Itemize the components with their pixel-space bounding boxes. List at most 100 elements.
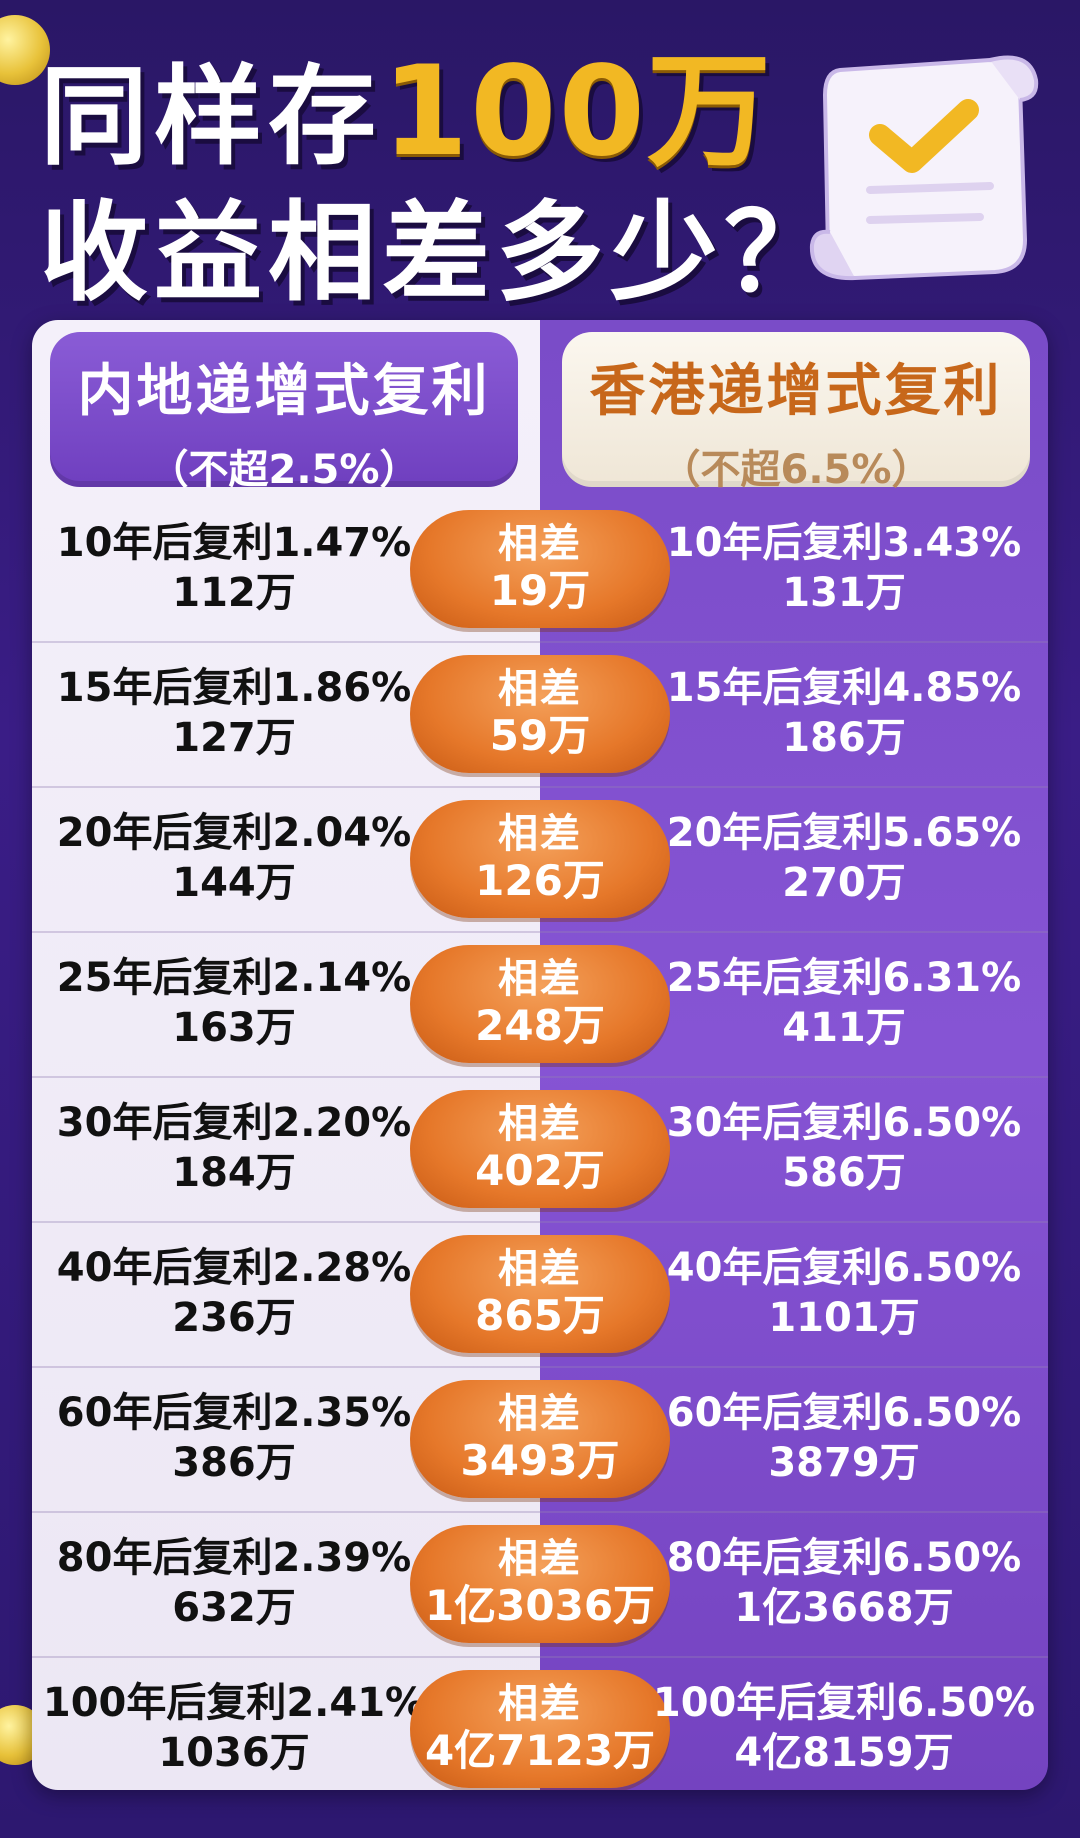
right-heading: 香港递增式复利	[589, 359, 1003, 424]
right-subheading: （不超6.5%）	[660, 447, 932, 493]
diff-label: 相差	[498, 1536, 582, 1582]
diff-badge: 相差 865万	[410, 1235, 670, 1353]
diff-value: 865万	[475, 1290, 605, 1340]
right-amount: 1亿3668万	[734, 1585, 954, 1631]
left-cell: 80年后复利2.39% 632万	[34, 1533, 434, 1633]
right-amount: 3879万	[768, 1440, 920, 1486]
right-cell: 100年后复利6.50% 4亿8159万	[644, 1678, 1044, 1778]
left-rate: 10年后复利1.47%	[56, 520, 412, 566]
left-cell: 100年后复利2.41% 1036万	[34, 1678, 434, 1778]
diff-badge: 相差 402万	[410, 1090, 670, 1208]
left-cell: 20年后复利2.04% 144万	[34, 808, 434, 908]
right-cell: 60年后复利6.50% 3879万	[644, 1388, 1044, 1488]
title-line-2: 收益相差多少？	[40, 191, 839, 316]
diff-value: 59万	[489, 710, 591, 760]
right-cell: 25年后复利6.31% 411万	[644, 953, 1044, 1053]
left-rate: 30年后复利2.20%	[56, 1100, 412, 1146]
left-cell: 40年后复利2.28% 236万	[34, 1243, 434, 1343]
table-row: 20年后复利2.04% 144万 相差 126万 20年后复利5.65% 270万	[32, 788, 1048, 933]
left-rate: 60年后复利2.35%	[56, 1390, 412, 1436]
title-line-1: 同样存100万	[40, 50, 838, 174]
right-amount: 4亿8159万	[734, 1730, 954, 1776]
diff-label: 相差	[498, 956, 582, 1002]
diff-badge: 相差 1亿3036万	[410, 1525, 670, 1643]
right-rate: 25年后复利6.31%	[666, 955, 1022, 1001]
right-cell: 40年后复利6.50% 1101万	[644, 1243, 1044, 1343]
diff-label: 相差	[498, 811, 582, 857]
document-check-icon	[809, 55, 1039, 281]
diff-label: 相差	[498, 1246, 582, 1292]
diff-label: 相差	[498, 1391, 582, 1437]
table-row: 40年后复利2.28% 236万 相差 865万 40年后复利6.50% 1101万	[32, 1223, 1048, 1368]
diff-value: 402万	[475, 1145, 605, 1195]
right-rate: 10年后复利3.43%	[666, 520, 1022, 566]
right-rate: 100年后复利6.50%	[652, 1680, 1036, 1726]
diff-value: 126万	[475, 855, 605, 905]
diff-value: 1亿3036万	[424, 1580, 656, 1630]
left-amount: 236万	[172, 1295, 296, 1341]
diff-badge: 相差 59万	[410, 655, 670, 773]
left-rate: 15年后复利1.86%	[56, 665, 412, 711]
diff-label: 相差	[498, 1681, 582, 1727]
table-row: 25年后复利2.14% 163万 相差 248万 25年后复利6.31% 411万	[32, 933, 1048, 1078]
left-amount: 184万	[172, 1150, 296, 1196]
left-amount: 163万	[172, 1005, 296, 1051]
table-row: 100年后复利2.41% 1036万 相差 4亿7123万 100年后复利6.50% 4亿…	[32, 1658, 1048, 1790]
left-cell: 10年后复利1.47% 112万	[34, 518, 434, 618]
comparison-table: 内地递增式复利 （不超2.5%） 香港递增式复利 （不超6.5%） 10年后复利…	[32, 320, 1048, 1790]
left-heading: 内地递增式复利	[77, 359, 491, 424]
left-rate: 40年后复利2.28%	[56, 1245, 412, 1291]
table-row: 80年后复利2.39% 632万 相差 1亿3036万 80年后复利6.50% 1亿366…	[32, 1513, 1048, 1658]
diff-value: 248万	[475, 1000, 605, 1050]
left-rate: 80年后复利2.39%	[56, 1535, 412, 1581]
right-cell: 80年后复利6.50% 1亿3668万	[644, 1533, 1044, 1633]
left-amount: 386万	[172, 1440, 296, 1486]
left-rate: 25年后复利2.14%	[56, 955, 412, 1001]
right-rate: 40年后复利6.50%	[666, 1245, 1022, 1291]
right-rate: 30年后复利6.50%	[666, 1100, 1022, 1146]
right-column-header: 香港递增式复利 （不超6.5%）	[562, 332, 1030, 493]
left-amount: 1036万	[158, 1730, 310, 1776]
table-row: 60年后复利2.35% 386万 相差 3493万 60年后复利6.50% 3879万	[32, 1368, 1048, 1513]
left-rate: 20年后复利2.04%	[56, 810, 412, 856]
left-rate: 100年后复利2.41%	[42, 1680, 426, 1726]
left-column-header: 内地递增式复利 （不超2.5%）	[50, 332, 518, 493]
right-amount: 411万	[782, 1005, 906, 1051]
left-cell: 15年后复利1.86% 127万	[34, 663, 434, 763]
left-amount: 112万	[172, 570, 296, 616]
table-row: 15年后复利1.86% 127万 相差 59万 15年后复利4.85% 186万	[32, 643, 1048, 788]
left-amount: 144万	[172, 860, 296, 906]
left-cell: 25年后复利2.14% 163万	[34, 953, 434, 1053]
right-rate: 20年后复利5.65%	[666, 810, 1022, 856]
right-cell: 30年后复利6.50% 586万	[644, 1098, 1044, 1198]
diff-value: 3493万	[460, 1435, 620, 1485]
right-cell: 20年后复利5.65% 270万	[644, 808, 1044, 908]
table-rows: 10年后复利1.47% 112万 相差 19万 10年后复利3.43% 131万 15年后复…	[32, 498, 1048, 1790]
right-rate: 80年后复利6.50%	[666, 1535, 1022, 1581]
diff-label: 相差	[498, 1101, 582, 1147]
table-row: 10年后复利1.47% 112万 相差 19万 10年后复利3.43% 131万	[32, 498, 1048, 643]
diff-badge: 相差 3493万	[410, 1380, 670, 1498]
right-amount: 186万	[782, 715, 906, 761]
right-rate: 15年后复利4.85%	[666, 665, 1022, 711]
left-subheading: （不超2.5%）	[148, 447, 420, 493]
left-amount: 632万	[172, 1585, 296, 1631]
diff-badge: 相差 126万	[410, 800, 670, 918]
right-cell: 10年后复利3.43% 131万	[644, 518, 1044, 618]
right-amount: 1101万	[768, 1295, 920, 1341]
right-amount: 586万	[782, 1150, 906, 1196]
right-amount: 131万	[782, 570, 906, 616]
left-cell: 30年后复利2.20% 184万	[34, 1098, 434, 1198]
right-rate: 60年后复利6.50%	[666, 1390, 1022, 1436]
diff-label: 相差	[498, 666, 582, 712]
left-cell: 60年后复利2.35% 386万	[34, 1388, 434, 1488]
diff-value: 19万	[489, 565, 591, 615]
title-highlight: 100万	[382, 40, 773, 184]
diff-badge: 相差 19万	[410, 510, 670, 628]
diff-badge: 相差 248万	[410, 945, 670, 1063]
page-title: 同样存100万 收益相差多少？	[40, 50, 838, 308]
diff-badge: 相差 4亿7123万	[410, 1670, 670, 1788]
diff-value: 4亿7123万	[424, 1725, 656, 1775]
left-amount: 127万	[172, 715, 296, 761]
right-amount: 270万	[782, 860, 906, 906]
